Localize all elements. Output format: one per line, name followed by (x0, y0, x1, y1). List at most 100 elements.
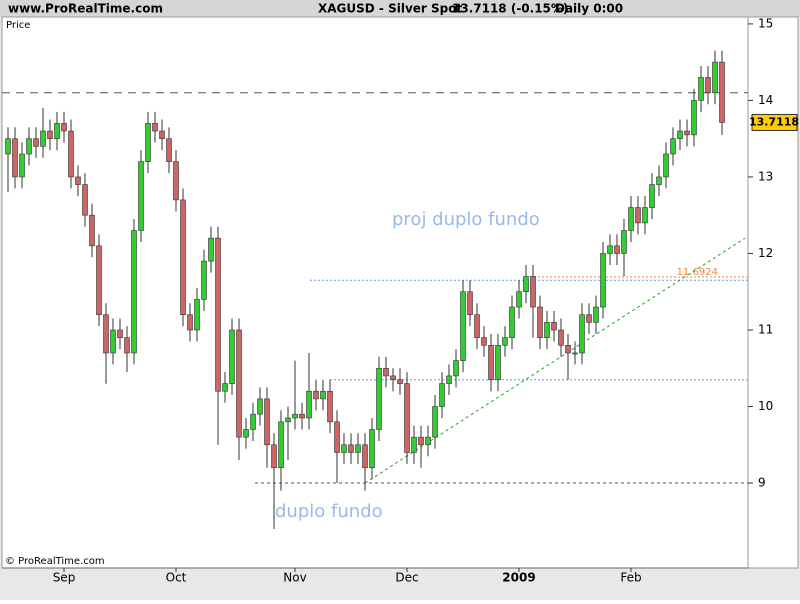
y-tick-label: 11 (758, 322, 773, 336)
candle-body (152, 123, 158, 132)
candle-body (236, 329, 242, 438)
candle-body (516, 291, 522, 308)
x-tick-label: Sep (53, 571, 76, 585)
candle-body (103, 314, 109, 354)
candle-body (306, 390, 312, 419)
candle-body (439, 383, 445, 407)
candle-body (96, 245, 102, 315)
candle-body (222, 383, 228, 392)
level-label: 11.6924 (677, 267, 718, 278)
candle-body (481, 337, 487, 346)
candle-body (355, 444, 361, 453)
candle-body (698, 77, 704, 101)
candle-body (719, 61, 725, 123)
candle-body (712, 61, 718, 94)
y-tick-label: 9 (758, 476, 766, 490)
candle-body (201, 260, 207, 300)
candle-body (684, 130, 690, 136)
x-tick-label: 2009 (502, 571, 535, 585)
candle-body (278, 421, 284, 469)
candle-body (670, 138, 676, 155)
candle-body (208, 237, 214, 262)
candle-body (537, 306, 543, 338)
candle-body (369, 429, 375, 469)
candle-body (677, 130, 683, 139)
candle-body (635, 207, 641, 224)
annotation: duplo fundo (275, 501, 383, 522)
period: Daily 0:00 (555, 2, 623, 16)
candle-body (495, 345, 501, 381)
last-price: 13.7118 (749, 115, 799, 128)
candle-body (558, 329, 564, 346)
candle-body (523, 276, 529, 293)
candle-body (600, 253, 606, 308)
candle-body (621, 230, 627, 254)
candle-body (425, 436, 431, 446)
candle-body (173, 161, 179, 201)
candle-body (460, 291, 466, 361)
candle-body (390, 375, 396, 381)
candle-body (110, 329, 116, 354)
candle-body (33, 138, 39, 147)
candle-body (544, 322, 550, 338)
y-tick-label: 12 (758, 246, 773, 260)
candle-body (565, 345, 571, 354)
candle-body (54, 123, 60, 139)
candle-body (313, 390, 319, 400)
candle-body (593, 306, 599, 323)
candle-body (663, 153, 669, 178)
candle-body (579, 314, 585, 354)
candle-body (82, 184, 88, 216)
candle-body (250, 413, 256, 430)
candle-body (166, 138, 172, 162)
y-tick-label: 15 (758, 16, 773, 30)
x-tick-label: Feb (620, 571, 641, 585)
candle-body (502, 337, 508, 346)
candle-body (376, 367, 382, 430)
candle-body (138, 161, 144, 231)
candle-body (509, 306, 515, 338)
candle-body (264, 398, 270, 446)
candle-body (327, 390, 333, 423)
candle-body (446, 375, 452, 384)
candle-body (89, 214, 95, 247)
candle-body (691, 100, 697, 136)
candle-body (551, 322, 557, 331)
candle-body (348, 444, 354, 453)
candle-body (656, 176, 662, 185)
site: www.ProRealTime.com (8, 2, 163, 16)
candle-body (453, 360, 459, 377)
candle-body (12, 138, 18, 178)
y-tick-label: 13 (758, 169, 773, 183)
candle-body (488, 345, 494, 381)
candle-body (474, 314, 480, 338)
candle-body (320, 390, 326, 400)
candle-body (159, 130, 165, 139)
plot-area (1, 16, 749, 569)
candle-body (40, 130, 46, 147)
x-tick-label: Oct (166, 571, 187, 585)
candle-body (334, 421, 340, 453)
candle-body (75, 176, 81, 185)
x-tick-label: Nov (283, 571, 306, 585)
annotation: proj duplo fundo (392, 209, 540, 230)
candle-body (572, 352, 578, 355)
candle-body (299, 413, 305, 419)
candle-body (432, 406, 438, 438)
header-bar (0, 0, 800, 17)
candle-body (19, 153, 25, 178)
candle-body (397, 379, 403, 384)
candle-body (47, 130, 53, 139)
candle-body (404, 383, 410, 453)
candle-body (145, 123, 151, 162)
candle-body (187, 314, 193, 331)
candle-body (285, 417, 291, 423)
candle-body (649, 184, 655, 208)
candle-body (271, 444, 277, 469)
footer: © ProRealTime.com (5, 556, 105, 567)
candle-body (467, 291, 473, 315)
candle-body (628, 207, 634, 231)
candle-body (614, 245, 620, 254)
